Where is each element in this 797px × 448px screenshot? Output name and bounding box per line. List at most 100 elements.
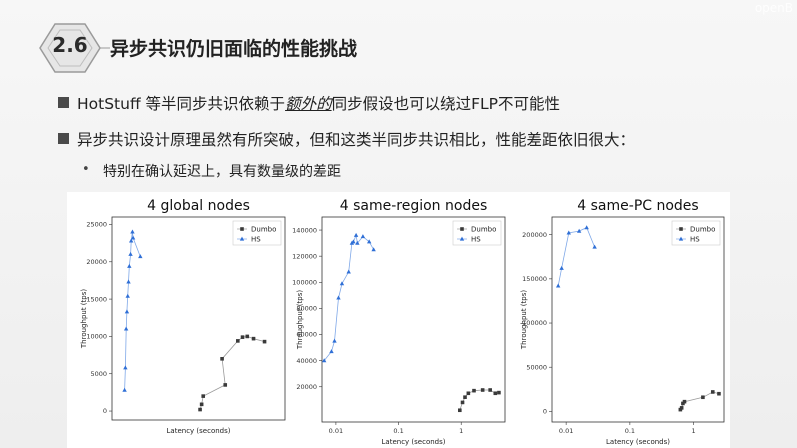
y-tick-label: 20000 <box>86 258 107 266</box>
y-axis-label: Throughput (tps) <box>80 289 88 349</box>
bullet-1-emphasis: 额外的 <box>285 95 332 113</box>
bullet-marker <box>58 97 69 108</box>
sub-bullet-marker: • <box>82 162 90 177</box>
plot-frame <box>111 216 286 421</box>
chart-same-region-nodes: 4 same-region nodes 20000 40000 60000 80000 1… <box>292 198 506 446</box>
bullet-1-post: 同步假设也可以绕过FLP不可能性 <box>331 95 560 113</box>
data-point-dumbo <box>220 357 224 361</box>
data-point-dumbo <box>466 391 471 396</box>
y-tick-label: 0 <box>103 407 107 415</box>
y-tick-label: 140000 <box>292 226 317 234</box>
y-tick-label: 5000 <box>90 370 107 378</box>
legend-marker-dumbo <box>240 227 244 231</box>
data-point-hs <box>321 358 327 363</box>
legend-label: Dumbo <box>251 225 276 233</box>
data-point-dumbo <box>493 391 498 396</box>
data-point-dumbo <box>240 335 245 339</box>
y-tick-label: 15000 <box>86 295 107 303</box>
data-point-hs <box>130 229 135 234</box>
data-point-hs <box>123 326 129 331</box>
data-point-dumbo <box>236 339 240 343</box>
data-point-hs <box>128 251 133 256</box>
data-point-hs <box>366 239 372 244</box>
y-tick-label: 0 <box>543 408 547 416</box>
data-point-hs <box>124 309 130 314</box>
data-point-hs <box>122 387 127 392</box>
y-tick-label: 120000 <box>292 252 317 260</box>
data-point-dumbo <box>682 399 687 404</box>
chart-same-pc-nodes: 4 same-PC nodes 0 50000 100000 150000 200000 0… <box>520 198 725 446</box>
data-point-hs <box>130 235 136 240</box>
x-axis-label: Latency (seconds) <box>382 438 446 446</box>
legend-marker-hs <box>459 236 465 241</box>
data-point-hs <box>584 225 589 230</box>
series-line-hs <box>557 227 595 286</box>
data-point-dumbo <box>472 388 476 393</box>
plot-frame <box>321 216 506 423</box>
series-line-dumbo <box>459 389 499 411</box>
data-point-dumbo <box>480 388 485 392</box>
data-point-dumbo <box>460 400 465 405</box>
data-point-dumbo <box>488 388 492 392</box>
charts-panel: 4 global nodes 0 5000 10000 15000 20000 25000 L… <box>67 192 730 448</box>
y-axis-label: Throughput (tps) <box>296 290 304 350</box>
data-point-hs <box>559 265 564 270</box>
data-point-dumbo <box>251 336 256 341</box>
bullet-marker <box>58 133 69 144</box>
data-point-hs <box>125 293 130 298</box>
legend-label: HS <box>471 235 481 243</box>
page-title: 异步共识仍旧面临的性能挑战 <box>110 38 358 60</box>
x-tick-label: 1 <box>692 427 696 435</box>
data-point-hs <box>576 228 582 233</box>
data-point-dumbo <box>245 334 250 339</box>
data-point-hs <box>127 263 132 268</box>
bullet-2: 异步共识设计原理虽然有所突破，但和这类半同步共识相比，性能差距依旧很大： <box>77 131 636 149</box>
data-point-hs <box>592 244 597 249</box>
legend-marker-hs <box>239 236 245 241</box>
data-point-hs <box>566 230 571 235</box>
x-axis-label: Latency (seconds) <box>167 427 231 435</box>
chart-title: 4 same-PC nodes <box>577 198 698 214</box>
data-point-hs <box>128 238 134 243</box>
x-tick-label: 0.01 <box>559 427 573 435</box>
data-point-dumbo <box>201 394 206 398</box>
x-axis-label: Latency (seconds) <box>606 438 670 446</box>
bullet-1-pre: HotStuff 等半同步共识依赖于 <box>77 95 286 113</box>
y-tick-label: 60000 <box>296 331 317 339</box>
y-tick-label: 100000 <box>522 319 547 327</box>
data-point-hs <box>360 234 366 239</box>
legend-box <box>671 220 721 246</box>
data-point-dumbo <box>198 407 202 412</box>
legend-marker-dumbo <box>679 227 683 231</box>
data-point-dumbo <box>701 395 705 400</box>
legend-label: HS <box>690 235 700 243</box>
chart-title: 4 same-region nodes <box>340 198 488 214</box>
y-tick-label: 40000 <box>296 357 317 365</box>
data-point-hs <box>138 254 143 259</box>
header-decoration <box>39 23 110 73</box>
y-tick-label: 80000 <box>296 305 317 313</box>
y-tick-label: 10000 <box>86 333 107 341</box>
data-point-dumbo <box>458 408 462 413</box>
data-point-dumbo <box>497 390 501 395</box>
data-point-hs <box>339 281 345 286</box>
y-tick-label: 200000 <box>522 231 547 239</box>
section-number: 2.6 <box>52 33 88 57</box>
plot-frame <box>551 216 725 423</box>
legend-label: Dumbo <box>690 225 715 233</box>
data-point-dumbo <box>262 339 267 344</box>
data-point-hs <box>555 283 561 288</box>
data-point-hs <box>353 232 359 237</box>
series-line-dumbo <box>199 335 265 410</box>
sub-bullet-text: 特别在确认延迟上，具有数量级的差距 <box>103 164 341 180</box>
y-tick-label: 100000 <box>292 278 317 286</box>
data-point-hs <box>332 338 337 343</box>
data-point-dumbo <box>199 402 204 407</box>
bullet-1: HotStuff 等半同步共识依赖于额外的同步假设也可以绕过FLP不可能性 <box>77 92 560 114</box>
y-axis-label: Throughput (tps) <box>520 290 528 350</box>
legend-box <box>452 220 502 246</box>
y-tick-label: 150000 <box>522 275 547 283</box>
data-point-hs <box>329 349 334 354</box>
data-point-hs <box>355 240 360 245</box>
y-tick-label: 50000 <box>526 363 547 371</box>
